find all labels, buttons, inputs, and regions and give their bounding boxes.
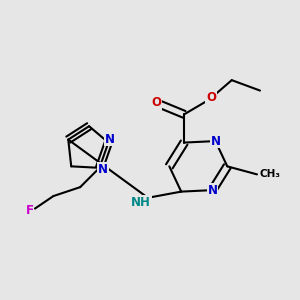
Text: N: N: [105, 133, 115, 146]
Text: N: N: [207, 184, 218, 196]
Text: CH₃: CH₃: [260, 169, 281, 179]
Text: NH: NH: [131, 196, 151, 208]
Text: O: O: [206, 91, 216, 103]
Text: F: F: [26, 204, 34, 218]
Text: N: N: [98, 163, 108, 176]
Text: O: O: [151, 96, 161, 109]
Text: N: N: [210, 135, 220, 148]
